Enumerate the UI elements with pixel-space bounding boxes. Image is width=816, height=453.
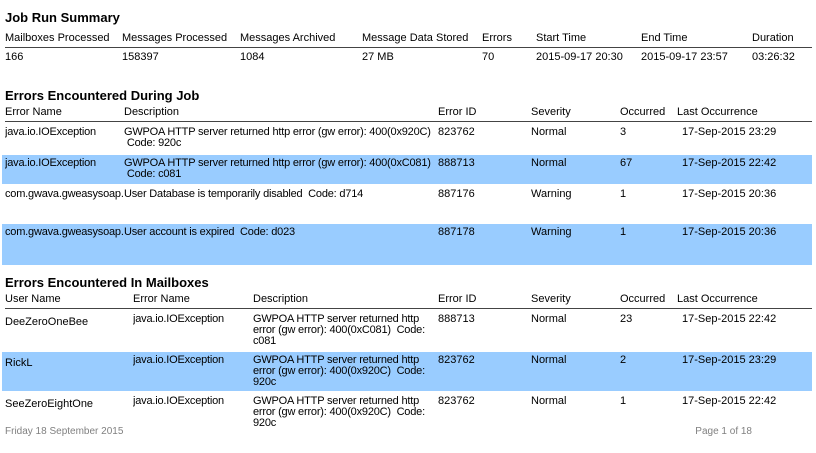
column-header: Severity <box>531 106 571 118</box>
table-row: com.gwava.gweasysoap.C User account is e… <box>2 224 812 265</box>
severity-cell: Warning <box>531 188 572 200</box>
column-header: End Time <box>641 32 688 44</box>
last-occurrence-cell: 17-Sep-2015 22:42 <box>682 313 777 325</box>
severity-cell: Normal <box>531 157 567 169</box>
footer-page-number: Page 1 of 18 <box>695 426 752 437</box>
job-run-summary-section: Job Run Summary Mailboxes Processed Mess… <box>0 11 816 63</box>
job-run-summary-header-row: Mailboxes Processed Messages Processed M… <box>5 32 812 48</box>
error-name-cell: com.gwava.gweasysoap.C <box>5 227 124 238</box>
description-cell: User account is expired Code: d023 <box>124 226 295 238</box>
severity-cell: Normal <box>531 313 567 325</box>
job-run-summary-title: Job Run Summary <box>5 10 120 25</box>
mailbox-errors-rows: DeeZeroOneBee java.io.IOException GWPOA … <box>0 311 816 432</box>
occurred-cell: 1 <box>620 188 627 200</box>
job-errors-section: Errors Encountered During Job Error Name… <box>0 89 816 265</box>
end-time-value: 2015-09-17 23:57 <box>641 51 728 63</box>
column-header: User Name <box>5 293 61 305</box>
error-id-cell: 887176 <box>438 188 475 200</box>
column-header: Severity <box>531 293 571 305</box>
error-name-cell: java.io.IOException <box>133 396 224 407</box>
description-cell: GWPOA HTTP server returned http error (g… <box>253 354 425 388</box>
messages-processed-value: 158397 <box>122 51 159 63</box>
error-name-cell: java.io.IOException <box>133 314 224 325</box>
severity-cell: Normal <box>531 395 567 407</box>
column-header: Messages Processed <box>122 32 228 44</box>
error-name-cell: com.gwava.gweasysoap.C <box>5 189 124 200</box>
column-header: Error Name <box>133 293 190 305</box>
occurred-cell: 67 <box>620 157 633 169</box>
column-header: Duration <box>752 32 794 44</box>
description-cell: GWPOA HTTP server returned http error (g… <box>124 157 431 180</box>
table-row: java.io.IOException GWPOA HTTP server re… <box>2 155 812 184</box>
duration-value: 03:26:32 <box>752 51 795 63</box>
errors-value: 70 <box>482 51 495 63</box>
severity-cell: Warning <box>531 226 572 238</box>
table-row: DeeZeroOneBee java.io.IOException GWPOA … <box>2 311 812 350</box>
error-id-cell: 888713 <box>438 313 475 325</box>
description-cell: GWPOA HTTP server returned http error (g… <box>124 126 431 149</box>
description-cell: User Database is temporarily disabled Co… <box>124 188 364 200</box>
last-occurrence-cell: 17-Sep-2015 22:42 <box>682 395 777 407</box>
last-occurrence-cell: 17-Sep-2015 23:29 <box>682 126 777 138</box>
table-row: com.gwava.gweasysoap.C User Database is … <box>2 186 812 222</box>
error-id-cell: 823762 <box>438 395 475 407</box>
mailbox-errors-section: Errors Encountered In Mailboxes User Nam… <box>0 276 816 432</box>
occurred-cell: 3 <box>620 126 627 138</box>
error-id-cell: 888713 <box>438 157 475 169</box>
mailboxes-processed-value: 166 <box>5 51 24 63</box>
column-header: Error ID <box>438 106 477 118</box>
column-header: Last Occurrence <box>677 106 758 118</box>
column-header: Last Occurrence <box>677 293 758 305</box>
column-header: Error Name <box>5 106 62 118</box>
occurred-cell: 1 <box>620 226 627 238</box>
messages-archived-value: 1084 <box>240 51 265 63</box>
table-row: RickL java.io.IOException GWPOA HTTP ser… <box>2 352 812 391</box>
last-occurrence-cell: 17-Sep-2015 23:29 <box>682 354 777 366</box>
job-errors-rows: java.io.IOException GWPOA HTTP server re… <box>0 124 816 265</box>
severity-cell: Normal <box>531 126 567 138</box>
footer-date: Friday 18 September 2015 <box>5 426 124 437</box>
last-occurrence-cell: 17-Sep-2015 20:36 <box>682 226 777 238</box>
column-header: Mailboxes Processed <box>5 32 110 44</box>
column-header: Errors <box>482 32 512 44</box>
column-header: Occurred <box>620 293 666 305</box>
table-row: SeeZeroEightOne java.io.IOException GWPO… <box>2 393 812 432</box>
message-data-stored-value: 27 MB <box>362 51 394 63</box>
job-errors-title: Errors Encountered During Job <box>5 88 200 103</box>
last-occurrence-cell: 17-Sep-2015 20:36 <box>682 188 777 200</box>
user-name-cell: DeeZeroOneBee <box>5 316 89 328</box>
column-header: Description <box>253 293 309 305</box>
start-time-value: 2015-09-17 20:30 <box>536 51 623 63</box>
error-id-cell: 823762 <box>438 354 475 366</box>
table-row: java.io.IOException GWPOA HTTP server re… <box>2 124 812 153</box>
column-header: Start Time <box>536 32 587 44</box>
job-errors-header-row: Error Name Description Error ID Severity… <box>5 106 812 122</box>
column-header: Error ID <box>438 293 477 305</box>
column-header: Occurred <box>620 106 666 118</box>
user-name-cell: RickL <box>5 357 33 369</box>
column-header: Description <box>124 106 180 118</box>
error-name-cell: java.io.IOException <box>133 355 224 366</box>
error-id-cell: 887178 <box>438 226 475 238</box>
mailbox-errors-header-row: User Name Error Name Description Error I… <box>5 293 812 309</box>
column-header: Messages Archived <box>240 32 336 44</box>
description-cell: GWPOA HTTP server returned http error (g… <box>253 395 425 429</box>
column-header: Message Data Stored <box>362 32 469 44</box>
occurred-cell: 23 <box>620 313 633 325</box>
severity-cell: Normal <box>531 354 567 366</box>
error-name-cell: java.io.IOException <box>5 127 96 138</box>
occurred-cell: 2 <box>620 354 627 366</box>
error-id-cell: 823762 <box>438 126 475 138</box>
mailbox-errors-title: Errors Encountered In Mailboxes <box>5 275 209 290</box>
error-name-cell: java.io.IOException <box>5 158 96 169</box>
description-cell: GWPOA HTTP server returned http error (g… <box>253 313 425 347</box>
user-name-cell: SeeZeroEightOne <box>5 398 94 410</box>
occurred-cell: 1 <box>620 395 627 407</box>
last-occurrence-cell: 17-Sep-2015 22:42 <box>682 157 777 169</box>
job-run-summary-values-row: 166 158397 1084 27 MB 70 2015-09-17 20:3… <box>5 51 812 63</box>
